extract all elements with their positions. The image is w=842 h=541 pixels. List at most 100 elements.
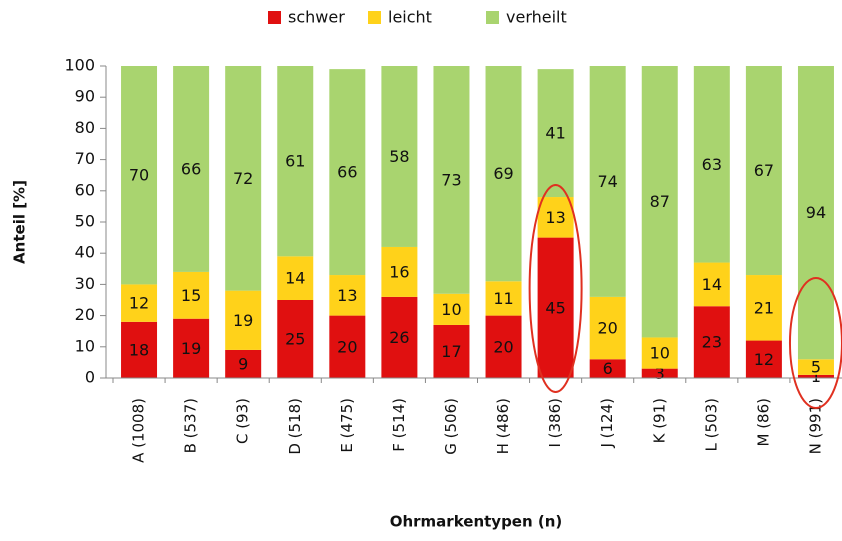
x-tick-label: L (503) [702,398,720,451]
y-tick-label: 30 [75,274,95,293]
data-label: 87 [650,192,670,211]
data-label: 10 [650,344,670,363]
y-tick-label: 50 [75,212,95,231]
data-label: 17 [441,342,461,361]
data-label: 73 [441,170,461,189]
x-tick-label: H (486) [494,398,512,454]
bar-segment [277,66,314,257]
y-axis-label: Anteil [%] [11,180,29,264]
y-tick-label: 70 [75,149,95,168]
bar-segment [225,349,262,378]
bar-segment [485,281,522,316]
y-tick-label: 40 [75,243,95,262]
data-label: 69 [493,164,513,183]
y-tick-label: 80 [75,118,95,137]
data-label: 3 [655,364,665,383]
data-label: 58 [389,147,409,166]
bar-segment [745,340,782,378]
data-label: 14 [285,269,305,288]
x-tick-label: E (475) [338,398,356,453]
x-axis-label: Ohrmarkentypen (n) [390,513,563,531]
x-tick-label: J (124) [598,398,616,449]
data-label: 94 [806,203,826,222]
bar-segment [797,374,834,378]
bar-segment [589,359,626,378]
bar-segment [329,275,366,316]
legend-label: schwer [288,8,345,27]
bar-segment [745,66,782,276]
bar-segment [537,237,574,378]
data-label: 66 [337,163,357,182]
legend-swatch [368,11,381,24]
data-label: 13 [545,208,565,227]
bar-segment [745,275,782,341]
bar-segment [589,296,626,360]
bar-segment [589,66,626,297]
y-tick-label: 60 [75,180,95,199]
bar-segment [173,318,210,378]
bar-segment [277,300,314,378]
bar-segment [693,66,730,263]
data-label: 20 [337,337,357,356]
data-label: 66 [181,159,201,178]
x-tick-label: K (91) [650,398,668,443]
x-tick-label: G (506) [442,398,460,455]
data-label: 26 [389,328,409,347]
bar-segment [537,197,574,238]
bar-segment [121,284,158,322]
bar-segment [641,368,678,378]
highlight-ellipse [528,184,583,393]
data-label: 45 [545,298,565,317]
data-label: 72 [233,169,253,188]
bar-segment [277,256,314,300]
data-label: 67 [754,161,774,180]
bar-segment [797,359,834,375]
data-label: 15 [181,286,201,305]
bar-segment [641,337,678,369]
y-tick-label: 0 [85,368,95,387]
bar-segment [381,246,418,297]
bar-segment [329,69,366,276]
bar-segment [433,324,470,378]
data-label: 12 [754,350,774,369]
x-tick-label: B (537) [182,398,200,453]
bar-segment [433,293,470,325]
data-label: 19 [181,339,201,358]
bar-segment [641,66,678,338]
data-label: 23 [702,333,722,352]
data-label: 74 [597,172,617,191]
bar-segment [121,66,158,285]
data-label: 11 [493,289,513,308]
bar-segment [225,290,262,350]
legend-label: leicht [388,8,432,27]
data-label: 9 [238,354,248,373]
y-tick-label: 10 [75,336,95,355]
bar-segment [693,262,730,307]
data-label: 21 [754,298,774,317]
data-label: 41 [545,124,565,143]
data-label: 14 [702,275,722,294]
data-label: 6 [603,359,613,378]
bar-segment [797,66,834,360]
y-tick-label: 90 [75,87,95,106]
bar-segment [537,69,574,198]
data-label: 13 [337,286,357,305]
data-label: 61 [285,152,305,171]
x-tick-label: I (386) [546,398,564,448]
x-tick-label: F (514) [390,398,408,452]
bar-segment [485,315,522,378]
x-tick-label: A (1008) [130,398,148,463]
data-label: 25 [285,330,305,349]
data-label: 19 [233,311,253,330]
data-label: 10 [441,300,461,319]
bar-segment [381,66,418,247]
bar-segment [693,306,730,378]
y-tick-label: 100 [64,56,95,75]
data-label: 5 [811,358,821,377]
x-tick-label: D (518) [286,398,304,455]
legend-label: verheilt [506,8,567,27]
data-label: 70 [129,166,149,185]
bar-segment [225,66,262,291]
bar-segment [173,66,210,272]
